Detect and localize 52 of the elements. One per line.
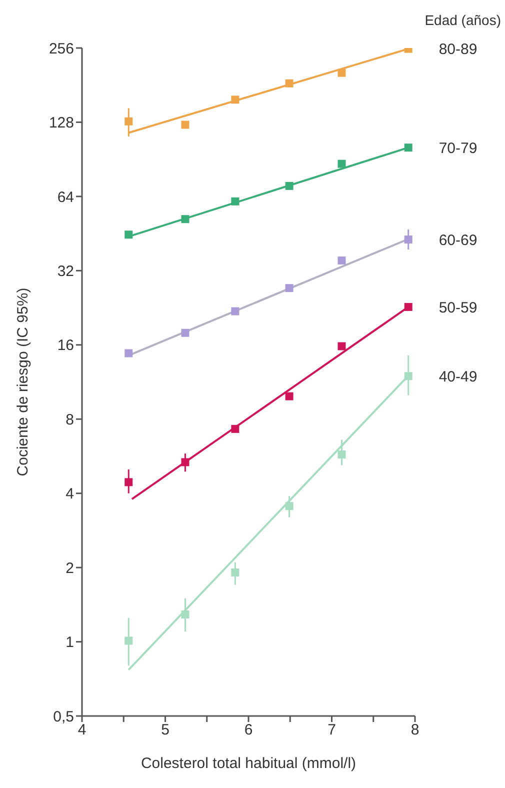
point (285, 79, 294, 88)
y-tick-label: 16 (57, 337, 74, 354)
point (338, 256, 346, 264)
point (124, 636, 133, 645)
point (404, 372, 412, 380)
series-label: 80-89 (438, 41, 478, 58)
series-label: 60-69 (438, 232, 478, 249)
point (285, 392, 294, 400)
y-tick-label: 4 (66, 486, 74, 503)
point (124, 230, 133, 239)
point (231, 568, 240, 576)
y-tick-label: 8 (66, 411, 74, 428)
y-tick-label: 32 (57, 262, 74, 280)
y-axis-title: Cociente de riesgo (IC 95%) (14, 288, 32, 476)
x-tick-label: 4 (78, 722, 86, 739)
point (181, 610, 190, 619)
series-label: 50-59 (438, 299, 478, 316)
point (285, 502, 294, 510)
point (404, 144, 412, 152)
point (181, 120, 190, 129)
series-label: 70-79 (438, 140, 478, 157)
x-axis-title: Colesterol total habitual (mmol/l) (140, 755, 356, 772)
x-tick-label: 7 (328, 722, 336, 739)
series-label: 40-49 (438, 368, 478, 386)
point (338, 342, 346, 350)
point (404, 302, 412, 311)
point (231, 197, 240, 206)
point (181, 215, 190, 224)
point (231, 424, 240, 433)
x-tick-label: 5 (161, 722, 170, 739)
y-tick-label: 256 (48, 40, 74, 58)
point (124, 117, 133, 126)
y-tick-label: 64 (57, 188, 74, 206)
y-tick-label: 2 (66, 560, 74, 577)
x-tick-label: 8 (410, 722, 420, 739)
point (285, 284, 294, 292)
y-tick-label: 0,5 (53, 708, 74, 726)
y-tick-label: 1 (66, 634, 74, 652)
point (124, 478, 133, 486)
point (231, 96, 240, 104)
point (285, 182, 294, 190)
legend-title: Edad (años) (424, 12, 501, 28)
x-tick-label: 6 (244, 722, 253, 739)
point (338, 450, 346, 458)
point (404, 236, 412, 244)
point (124, 349, 133, 358)
y-tick-label: 128 (48, 114, 74, 132)
point (338, 68, 346, 77)
point (181, 328, 190, 337)
point (231, 307, 240, 316)
point (338, 160, 346, 168)
point (181, 458, 190, 466)
